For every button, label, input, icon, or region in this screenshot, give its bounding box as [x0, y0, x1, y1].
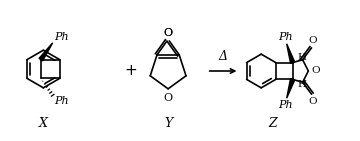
Text: Δ: Δ — [219, 50, 228, 63]
Text: O: O — [164, 28, 173, 38]
Text: Y: Y — [164, 117, 172, 130]
Text: Z: Z — [269, 117, 278, 130]
Text: Ph: Ph — [278, 100, 293, 110]
Text: H: H — [298, 53, 307, 62]
Text: O: O — [163, 93, 173, 103]
Text: Ph: Ph — [278, 32, 293, 42]
Text: O: O — [311, 67, 320, 75]
Text: X: X — [39, 117, 48, 130]
Polygon shape — [287, 79, 295, 98]
Text: O: O — [308, 36, 317, 45]
Text: +: + — [124, 63, 137, 79]
Text: H: H — [298, 80, 307, 89]
Polygon shape — [39, 43, 53, 61]
Text: O: O — [163, 28, 172, 38]
Text: Ph: Ph — [54, 96, 68, 106]
Text: Ph: Ph — [54, 32, 68, 42]
Text: O: O — [308, 97, 317, 106]
Polygon shape — [287, 44, 295, 63]
